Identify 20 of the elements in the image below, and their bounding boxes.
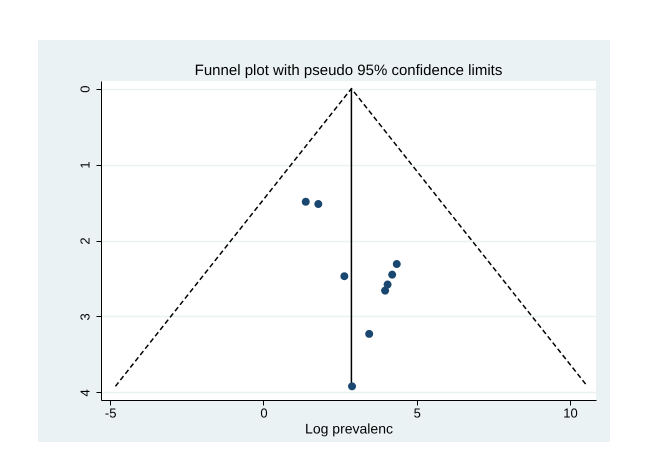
x-tick-label: -5: [104, 406, 116, 420]
y-tick-label: 3: [78, 313, 92, 321]
chart-title: Funnel plot with pseudo 95% confidence limits: [194, 62, 502, 79]
x-tick-label: 0: [260, 406, 268, 420]
point: [381, 286, 390, 295]
y-tick-label: 0: [78, 85, 92, 93]
x-tick-label: 10: [563, 406, 578, 420]
y-tick-label: 1: [78, 161, 92, 169]
point: [392, 260, 401, 268]
point: [340, 272, 348, 280]
point: [348, 382, 356, 390]
x-tick-label: 5: [414, 406, 421, 420]
x-axis-title: Log prevalenc: [305, 420, 393, 436]
point: [388, 270, 396, 279]
point: [384, 280, 392, 289]
point: [365, 330, 374, 338]
point: [302, 198, 310, 206]
y-tick-label: 4: [78, 389, 92, 397]
y-tick-label: 2: [78, 237, 92, 245]
point: [314, 200, 322, 208]
